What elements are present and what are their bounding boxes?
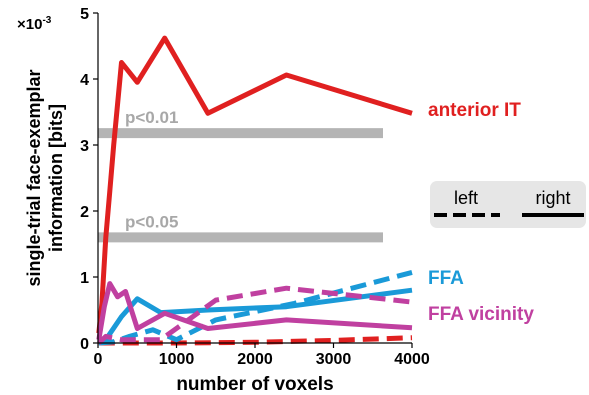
y-tick-label: 3 [80,138,89,155]
x-tick-label: 1000 [159,351,195,368]
legend: left right [430,181,586,228]
y-tick-label: 5 [80,6,89,23]
series-line-ffa-vicinity-left [97,285,413,345]
y-tick-label: 0 [80,336,89,353]
legend-right-label: right [535,188,570,208]
x-tick-label: 0 [94,351,103,368]
y-multiplier: ×10-3 [17,15,52,33]
series-labels: anterior IT FFA FFA vicinity [428,100,534,325]
series-line-ffa-left [98,269,413,346]
y-tick-label: 4 [80,72,89,89]
threshold-lines: p<0.01 p<0.05 [98,108,383,243]
y-tick-label: 1 [80,270,89,287]
threshold-label-p005: p<0.05 [125,212,178,231]
series-lines [96,35,413,346]
series-line-anterior-it-right [96,35,413,334]
threshold-label-p001: p<0.01 [125,108,178,127]
series-label-ffa: FFA [428,268,464,289]
y-axis-label-line1: single-trial face-exemplar [24,69,44,286]
series-label-anterior-it: anterior IT [428,100,521,121]
x-tick-label: 4000 [394,351,430,368]
y-tick-label: 2 [80,204,89,221]
series-label-ffa-vicinity: FFA vicinity [428,304,534,325]
x-tick-label: 3000 [316,351,352,368]
x-tick-label: 2000 [237,351,273,368]
x-axis-label: number of voxels [176,374,333,395]
series-line-ffa-vicinity-right [96,281,413,341]
y-axis-label-line2: information [bits] [46,104,66,252]
series-line-ffa-right [98,287,413,345]
legend-left-label: left [454,188,478,208]
axis-ticks: 0 1000 2000 3000 4000 0 1 2 3 4 5 [80,6,430,368]
